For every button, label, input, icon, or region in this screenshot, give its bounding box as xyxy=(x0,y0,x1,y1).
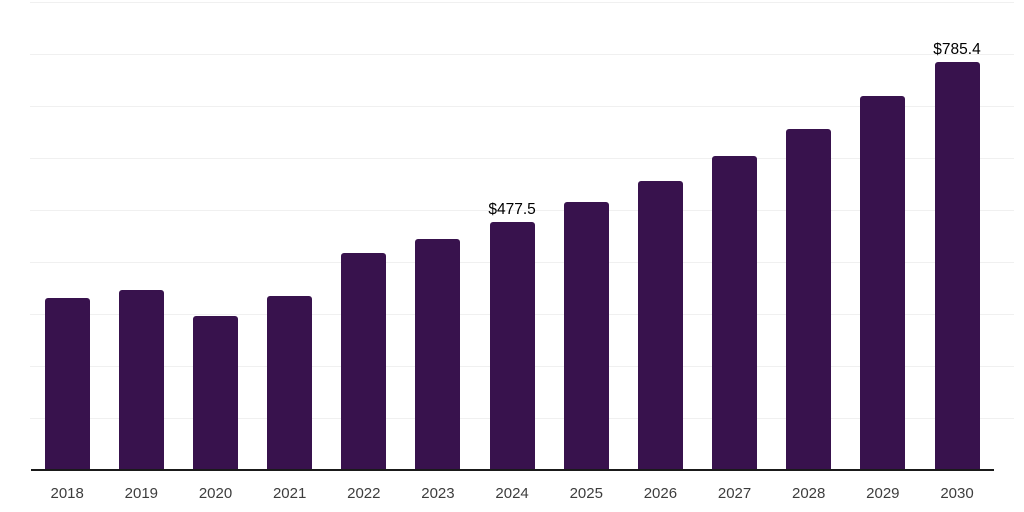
bar-2023[interactable] xyxy=(415,238,461,470)
bar-2024[interactable] xyxy=(489,221,535,470)
bar-2029[interactable] xyxy=(860,95,906,470)
x-tick-label-2029: 2029 xyxy=(866,485,900,502)
x-tick-label-2030: 2030 xyxy=(940,485,974,502)
value-label-2030: $785.4 xyxy=(933,40,981,58)
value-label-2024: $477.5 xyxy=(488,200,536,218)
x-tick-label-2028: 2028 xyxy=(792,485,826,502)
bar-2022[interactable] xyxy=(341,253,387,470)
gridline-500 xyxy=(30,210,1014,211)
gridline-900 xyxy=(30,2,1014,3)
x-axis-line xyxy=(31,469,994,471)
x-tick-label-2027: 2027 xyxy=(717,485,752,502)
gridline-800 xyxy=(30,54,1014,55)
x-tick-label-2019: 2019 xyxy=(124,485,159,502)
bar-2018[interactable] xyxy=(44,298,90,470)
bar-2026[interactable] xyxy=(637,180,683,470)
bar-2027[interactable] xyxy=(712,155,758,470)
bar-2021[interactable] xyxy=(267,295,313,470)
bar-2020[interactable] xyxy=(193,315,238,470)
x-tick-label-2026: 2026 xyxy=(643,485,678,502)
bar-2019[interactable] xyxy=(118,289,164,470)
x-tick-label-2025: 2025 xyxy=(569,485,603,502)
x-tick-label-2022: 2022 xyxy=(347,485,381,502)
x-tick-label-2023: 2023 xyxy=(421,485,455,502)
bar-2028[interactable] xyxy=(786,128,832,470)
x-tick-label-2020: 2020 xyxy=(198,485,233,502)
gridline-700 xyxy=(30,106,1014,107)
x-tick-label-2024: 2024 xyxy=(495,485,529,502)
bar-2030[interactable] xyxy=(934,61,980,470)
bar-2025[interactable] xyxy=(563,202,609,470)
x-tick-label-2021: 2021 xyxy=(272,485,307,502)
x-tick-label-2018: 2018 xyxy=(50,485,84,502)
gridline-600 xyxy=(30,158,1014,159)
